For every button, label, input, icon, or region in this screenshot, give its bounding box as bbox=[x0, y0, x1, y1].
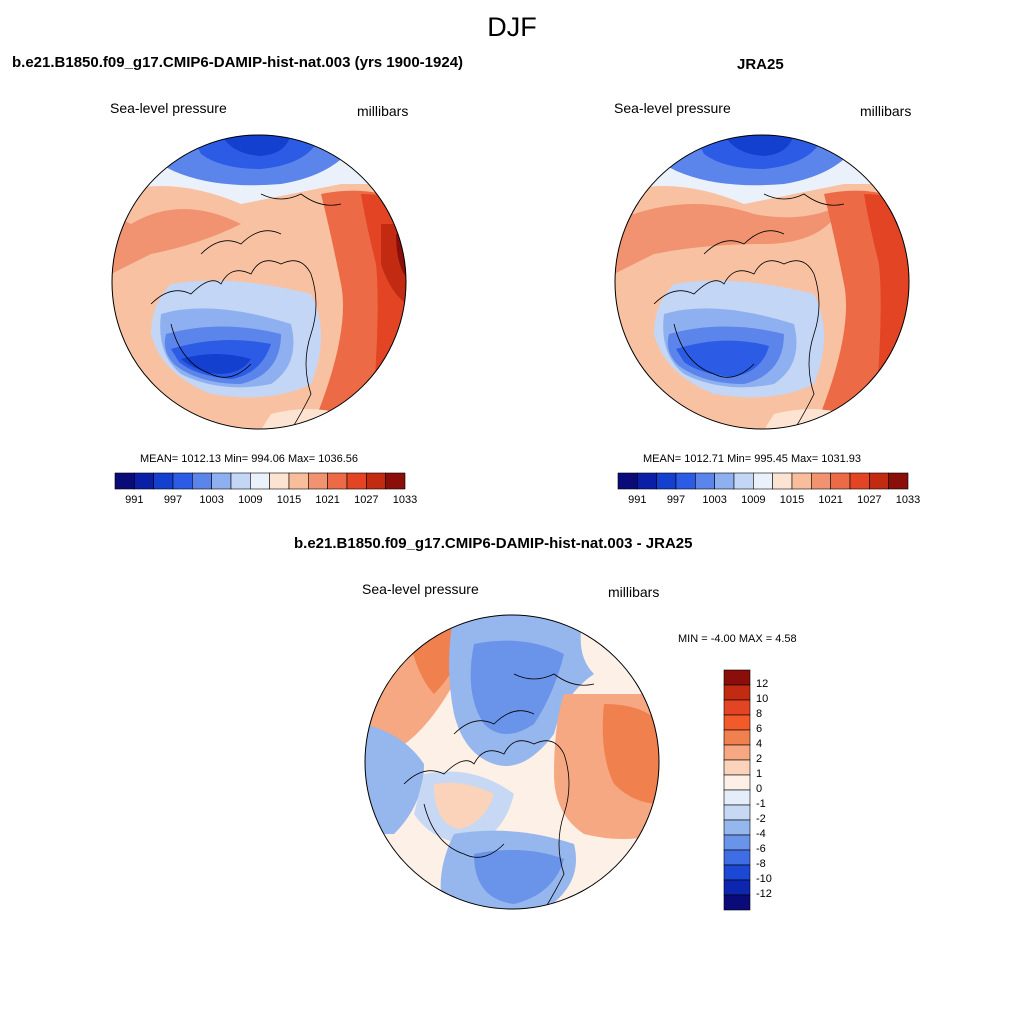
colorbar-swatch bbox=[723, 744, 751, 761]
colorbar-swatch bbox=[288, 472, 309, 490]
colorbar-tick-label: 1021 bbox=[818, 494, 843, 506]
colorbar-swatch bbox=[723, 714, 751, 731]
colorbar-swatch bbox=[723, 864, 751, 881]
panel3-left-label: Sea-level pressure bbox=[362, 581, 479, 597]
panel3-map bbox=[364, 614, 660, 910]
colorbar-tick-label: 1015 bbox=[276, 494, 302, 506]
colorbar-swatch bbox=[308, 472, 328, 490]
colorbar-tick-label: 1009 bbox=[238, 494, 263, 506]
colorbar-tick-label: 2 bbox=[756, 753, 763, 765]
panel2-left-label: Sea-level pressure bbox=[614, 100, 731, 116]
colorbar-tick-label: -10 bbox=[756, 873, 772, 885]
colorbar-swatch bbox=[656, 472, 677, 490]
colorbar-swatch bbox=[114, 472, 135, 490]
colorbar-swatch bbox=[723, 804, 751, 821]
colorbar-swatch bbox=[723, 669, 751, 686]
colorbar-tick-label: -4 bbox=[756, 828, 766, 840]
panel1-stats: MEAN= 1012.13 Min= 994.06 Max= 1036.56 bbox=[140, 453, 359, 465]
colorbar-swatch bbox=[830, 472, 851, 490]
panel2-map bbox=[614, 134, 910, 430]
colorbar-swatch bbox=[772, 472, 793, 490]
colorbar-tick-label: 10 bbox=[756, 693, 769, 705]
colorbar-swatch bbox=[869, 472, 889, 490]
colorbar-tick-label: 1003 bbox=[702, 494, 727, 506]
colorbar-swatch bbox=[723, 894, 751, 911]
colorbar-tick-label: 1 bbox=[756, 768, 763, 780]
colorbar-swatch bbox=[385, 472, 406, 490]
colorbar-tick-label: 1033 bbox=[895, 494, 921, 506]
panel2-colorbar bbox=[617, 472, 909, 490]
colorbar-tick-label: 991 bbox=[125, 494, 144, 506]
panel1-left-label: Sea-level pressure bbox=[110, 100, 227, 116]
colorbar-swatch bbox=[753, 472, 773, 490]
colorbar-tick-label: -1 bbox=[756, 798, 766, 810]
colorbar-tick-label: 991 bbox=[628, 494, 647, 506]
colorbar-swatch bbox=[327, 472, 348, 490]
panel1-colorbar bbox=[114, 472, 406, 490]
colorbar-tick-label: 4 bbox=[756, 738, 763, 750]
colorbar-tick-label: -8 bbox=[756, 858, 766, 870]
panel2-units-label: millibars bbox=[860, 103, 912, 119]
colorbar-swatch bbox=[723, 759, 751, 776]
colorbar-tick-label: 1027 bbox=[354, 494, 379, 506]
panel3-colorbar bbox=[723, 669, 751, 911]
colorbar-swatch bbox=[723, 789, 751, 806]
colorbar-swatch bbox=[675, 472, 696, 490]
panel3-title: b.e21.B1850.f09_g17.CMIP6-DAMIP-hist-nat… bbox=[294, 535, 693, 552]
colorbar-swatch bbox=[192, 472, 212, 490]
colorbar-tick-label: 1033 bbox=[392, 494, 418, 506]
panel3-units-label: millibars bbox=[608, 584, 660, 600]
colorbar-swatch bbox=[230, 472, 251, 490]
colorbar-tick-label: 6 bbox=[756, 723, 763, 735]
colorbar-swatch bbox=[733, 472, 754, 490]
panel3-stats: MIN = -4.00 MAX = 4.58 bbox=[678, 633, 797, 645]
colorbar-swatch bbox=[714, 472, 735, 490]
figure-title: DJF bbox=[487, 12, 537, 42]
colorbar-swatch bbox=[250, 472, 270, 490]
colorbar-swatch bbox=[134, 472, 154, 490]
colorbar-swatch bbox=[888, 472, 909, 490]
colorbar-swatch bbox=[723, 849, 751, 866]
colorbar-swatch bbox=[849, 472, 870, 490]
panel2-stats: MEAN= 1012.71 Min= 995.45 Max= 1031.93 bbox=[643, 453, 862, 465]
colorbar-swatch bbox=[723, 774, 751, 791]
colorbar-tick-label: 1015 bbox=[779, 494, 805, 506]
colorbar-tick-label: 997 bbox=[163, 494, 183, 506]
colorbar-swatch bbox=[723, 819, 751, 836]
panel2-title: JRA25 bbox=[737, 56, 784, 73]
panel1-title: b.e21.B1850.f09_g17.CMIP6-DAMIP-hist-nat… bbox=[12, 54, 464, 71]
colorbar-swatch bbox=[366, 472, 386, 490]
colorbar-swatch bbox=[617, 472, 638, 490]
colorbar-swatch bbox=[346, 472, 367, 490]
colorbar-swatch bbox=[723, 684, 751, 701]
colorbar-swatch bbox=[637, 472, 657, 490]
colorbar-tick-label: 997 bbox=[666, 494, 686, 506]
colorbar-tick-label: -6 bbox=[756, 843, 766, 855]
colorbar-swatch bbox=[695, 472, 715, 490]
colorbar-swatch bbox=[172, 472, 193, 490]
colorbar-swatch bbox=[723, 834, 751, 851]
colorbar-swatch bbox=[723, 699, 751, 716]
colorbar-tick-label: 1009 bbox=[741, 494, 766, 506]
colorbar-swatch bbox=[211, 472, 232, 490]
colorbar-swatch bbox=[153, 472, 174, 490]
colorbar-tick-label: 12 bbox=[756, 678, 769, 690]
colorbar-tick-label: 1027 bbox=[857, 494, 882, 506]
colorbar-tick-label: -2 bbox=[756, 813, 766, 825]
colorbar-swatch bbox=[723, 879, 751, 896]
colorbar-swatch bbox=[723, 729, 751, 746]
colorbar-swatch bbox=[791, 472, 812, 490]
panel1-map bbox=[111, 134, 407, 430]
colorbar-swatch bbox=[269, 472, 290, 490]
colorbar-swatch bbox=[811, 472, 831, 490]
colorbar-tick-label: -12 bbox=[756, 888, 772, 900]
colorbar-tick-label: 1021 bbox=[315, 494, 340, 506]
colorbar-tick-label: 1003 bbox=[199, 494, 224, 506]
colorbar-tick-label: 0 bbox=[756, 783, 763, 795]
panel1-units-label: millibars bbox=[357, 103, 409, 119]
colorbar-tick-label: 8 bbox=[756, 708, 763, 720]
